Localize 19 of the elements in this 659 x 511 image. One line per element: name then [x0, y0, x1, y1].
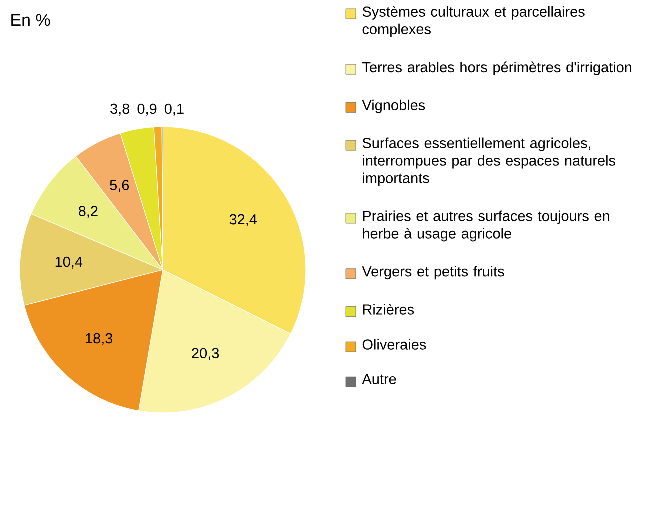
- data-label: 0,9: [138, 104, 157, 116]
- chart-title: En %: [12, 14, 50, 26]
- legend-label: Oliveraies: [362, 339, 426, 350]
- legend-label: Vignobles: [362, 100, 426, 114]
- data-label: 20,3: [192, 348, 220, 360]
- data-label: 18,3: [86, 333, 113, 346]
- data-label: 0,1: [164, 104, 184, 116]
- data-label: 5,6: [110, 180, 130, 192]
- data-label: 8,2: [78, 206, 98, 218]
- legend-label: Systèmes culturaux et parcellaires complexes: [362, 6, 585, 38]
- legend-label: Terres arables hors périmètres d'irrigation: [362, 62, 632, 76]
- legend-label: Prairies et autres surfaces toujours en herbe à usage agricole: [363, 210, 610, 242]
- data-label: 10,4: [56, 256, 83, 269]
- legend-label: Autre: [362, 374, 396, 384]
- legend-label: Vergers et petits fruits: [362, 266, 504, 280]
- legend-label: Surfaces essentiellement agricoles, interrompues par des espaces naturels importants: [362, 138, 616, 186]
- data-label: 3,8: [110, 104, 130, 116]
- data-label: 32,4: [230, 214, 258, 226]
- legend-label: Rizières: [363, 304, 414, 315]
